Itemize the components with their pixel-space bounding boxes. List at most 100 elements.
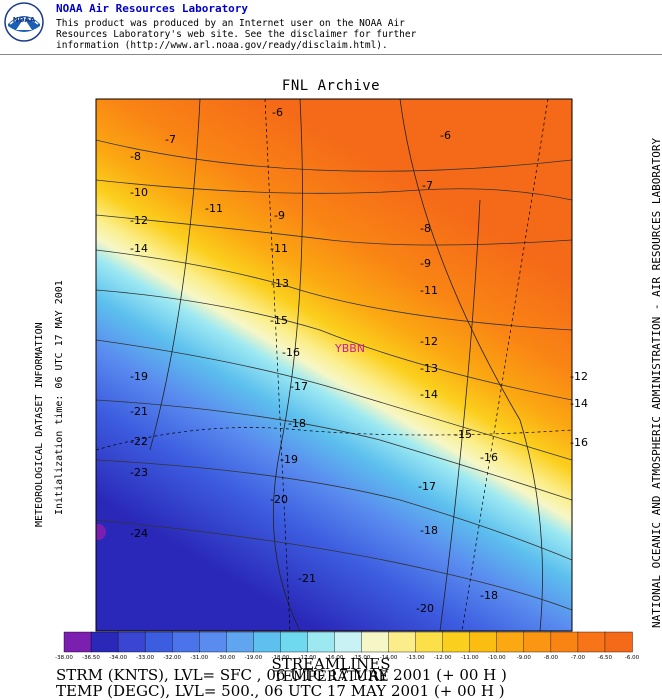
contour-label: -15 [454,428,472,441]
disclaimer: This product was produced by an Internet… [56,18,476,51]
color-scale-swatch [63,631,92,653]
color-scale-swatch [226,631,255,653]
map-title: FNL Archive [281,78,381,94]
contour-label: -19 [280,453,298,466]
color-scale-label: -6.50 [598,655,613,661]
contour-label: -6 [272,106,283,119]
contour-label: -7 [422,179,433,192]
contour-label: -19 [130,370,148,383]
contour-label: -24 [130,527,148,540]
agency-label: NATIONAL OCEANIC AND ATMOSPHERIC ADMINIS… [650,137,662,628]
station-label: YBBN [334,342,365,355]
color-scale-label: -7.00 [571,655,586,661]
contour-label: -11 [420,284,438,297]
contour-label: -10 [130,186,148,199]
footer-line-1: STREAMLINES [271,655,391,673]
contour-label: -9 [420,257,431,270]
disclaimer-line: information (http://www.arl.noaa.gov/rea… [56,40,388,51]
header: NOAA NOAA Air Resources Laboratory This … [0,0,662,60]
contour-label: -14 [130,242,148,255]
color-scale-swatch [117,631,146,653]
contour-label: -18 [420,524,438,537]
color-scale-label: -18.00 [272,655,290,661]
contour-label: -13 [271,277,289,290]
color-scale-label: -11.00 [461,655,479,661]
contour-label: -7 [165,133,176,146]
color-scale-label: -15.00 [353,655,371,661]
contour-label: -9 [274,209,285,222]
color-scale-label: -19.00 [244,655,262,661]
color-scale-swatch [469,631,498,653]
contour-label: -16 [282,346,300,359]
contour-label: -21 [298,572,316,585]
contour-label: -17 [290,380,308,393]
contour-label: -20 [416,602,434,615]
contour-label: -18 [288,417,306,430]
color-scale-label: -36.50 [82,655,100,661]
color-scale-swatch [604,631,633,653]
contour-label: -13 [420,362,438,375]
color-scale-label: -32.00 [163,655,181,661]
color-scale-label: -31.00 [190,655,208,661]
dataset-info-label: METEOROLOGICAL DATASET INFORMATION [34,322,45,527]
color-scale-label: -17.00 [299,655,317,661]
color-scale-label: -9.00 [517,655,532,661]
color-scale-swatch [199,631,227,653]
color-scale: -38.00 -36.50 -34.00 -33.00 -32.00 -31.00 -30.… [55,631,640,661]
footer-line-3: STRM (KNTS), LVL= SFC , 06 UTC 17 MAY 20… [56,666,507,684]
color-scale-swatch [496,631,525,653]
color-scale-swatch [550,631,579,653]
color-scale-label: -13.00 [407,655,425,661]
contour-label: -22 [130,435,148,448]
contour-label: -20 [270,493,288,506]
contour-label: -21 [130,405,148,418]
contour-label: -8 [130,150,141,163]
contour-labels: -6 -6 -7 -7 -8 -8 -9 -9 -10 -11 -11 -11 -12 -12 -12 -13… [130,106,588,615]
footer-line-2: TEMPERATURE [273,669,389,685]
init-time-label: Initialization time: 06 UTC 17 MAY 2001 [54,280,65,515]
color-scale-swatch [388,631,417,653]
contour-label: -14 [570,397,588,410]
contour-label: -17 [418,480,436,493]
contour-label: -8 [420,222,431,235]
disclaimer-line: Resources Laboratory's web site. See the… [56,29,417,40]
color-scale-label: -30.00 [217,655,235,661]
noaa-logo: NOAA [4,2,44,42]
color-scale-swatch [334,631,363,653]
contour-label: -18 [480,589,498,602]
color-scale-swatch [307,631,336,653]
contour-label: -16 [570,436,588,449]
contour-label: -15 [270,314,288,327]
contour-label: -12 [420,335,438,348]
color-scale-label: -12.00 [434,655,452,661]
color-scale-swatch [280,631,309,653]
contour-label: -23 [130,466,148,479]
color-scale-label: -6.00 [625,655,640,661]
org-title: NOAA Air Resources Laboratory [56,2,249,15]
color-scale-label: -10.00 [488,655,506,661]
color-scale-swatch [90,631,119,653]
color-scale-swatch [361,631,390,653]
color-scale-swatch [171,631,200,653]
color-scale-swatch [253,631,282,653]
color-scale-label: -34.00 [109,655,127,661]
contour-label: -14 [420,388,438,401]
contour-label: -6 [440,129,451,142]
color-scale-label: -8.00 [544,655,559,661]
color-scale-swatch [523,631,552,653]
color-scale-swatch [415,631,444,653]
color-scale-label: -33.00 [136,655,154,661]
color-scale-swatch [442,631,471,653]
contour-label: -12 [570,370,588,383]
logo-text: NOAA [13,16,36,24]
contour-label: -16 [480,451,498,464]
contour-label: -12 [130,214,148,227]
color-scale-label: -16.00 [326,655,344,661]
color-scale-label: -38.00 [55,655,73,661]
color-scale-swatch [144,631,173,653]
color-scale-label: -14.00 [380,655,398,661]
footer-line-4: TEMP (DEGC), LVL= 500., 06 UTC 17 MAY 20… [56,682,505,700]
contour-label: -11 [205,202,223,215]
header-divider [0,54,662,55]
